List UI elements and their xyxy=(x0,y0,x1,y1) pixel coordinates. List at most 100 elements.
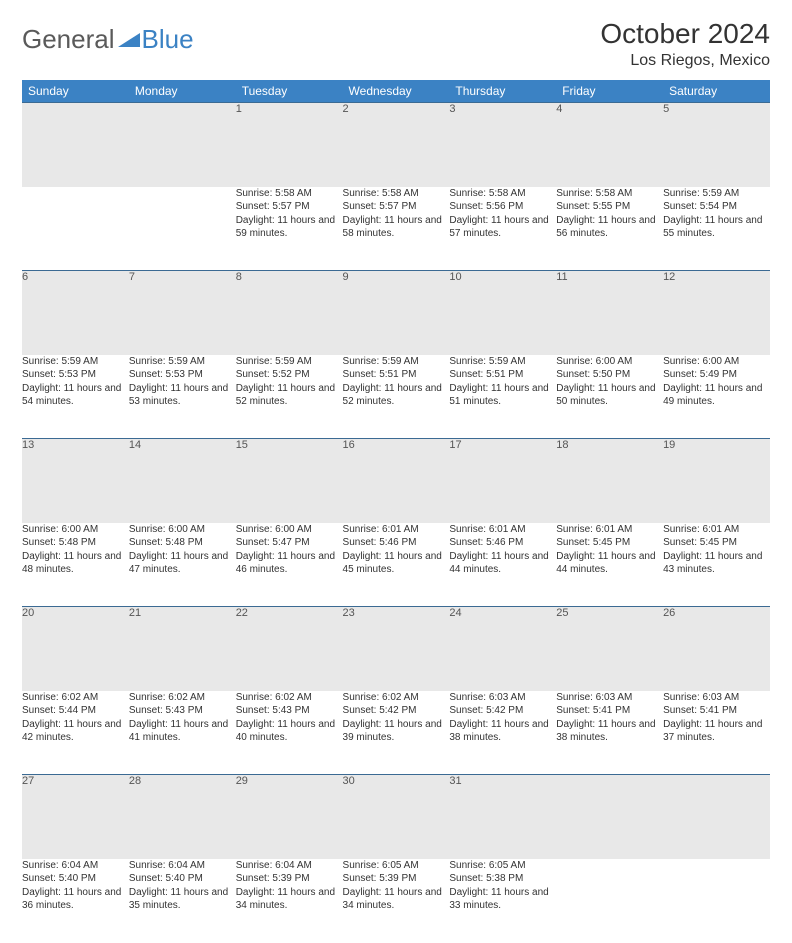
day-number-cell: 26 xyxy=(663,607,770,691)
daylight-line: Daylight: 11 hours and 59 minutes. xyxy=(236,214,343,241)
sunset-line: Sunset: 5:57 PM xyxy=(343,200,450,214)
day-number-cell: 8 xyxy=(236,271,343,355)
sunset-line: Sunset: 5:41 PM xyxy=(663,704,770,718)
logo-text-blue: Blue xyxy=(142,24,194,55)
day-content-cell: Sunrise: 6:02 AMSunset: 5:44 PMDaylight:… xyxy=(22,691,129,775)
sunrise-line: Sunrise: 5:59 AM xyxy=(663,187,770,201)
sunrise-line: Sunrise: 6:00 AM xyxy=(22,523,129,537)
day-content-row: Sunrise: 6:04 AMSunset: 5:40 PMDaylight:… xyxy=(22,859,770,943)
day-content-cell xyxy=(129,187,236,271)
daylight-line: Daylight: 11 hours and 49 minutes. xyxy=(663,382,770,409)
day-number-row: 13141516171819 xyxy=(22,439,770,523)
day-number-cell: 20 xyxy=(22,607,129,691)
sunset-line: Sunset: 5:49 PM xyxy=(663,368,770,382)
sunrise-line: Sunrise: 6:03 AM xyxy=(556,691,663,705)
sunrise-line: Sunrise: 6:01 AM xyxy=(556,523,663,537)
day-number-cell: 9 xyxy=(343,271,450,355)
daylight-line: Daylight: 11 hours and 42 minutes. xyxy=(22,718,129,745)
daylight-line: Daylight: 11 hours and 36 minutes. xyxy=(22,886,129,913)
day-content-cell: Sunrise: 6:02 AMSunset: 5:42 PMDaylight:… xyxy=(343,691,450,775)
sunrise-line: Sunrise: 5:58 AM xyxy=(556,187,663,201)
sunrise-line: Sunrise: 6:05 AM xyxy=(343,859,450,873)
sunset-line: Sunset: 5:53 PM xyxy=(129,368,236,382)
day-number-cell: 7 xyxy=(129,271,236,355)
day-number-cell: 21 xyxy=(129,607,236,691)
day-content-cell: Sunrise: 6:02 AMSunset: 5:43 PMDaylight:… xyxy=(236,691,343,775)
daylight-line: Daylight: 11 hours and 37 minutes. xyxy=(663,718,770,745)
daylight-line: Daylight: 11 hours and 52 minutes. xyxy=(343,382,450,409)
sunset-line: Sunset: 5:46 PM xyxy=(343,536,450,550)
sunset-line: Sunset: 5:45 PM xyxy=(556,536,663,550)
sunset-line: Sunset: 5:45 PM xyxy=(663,536,770,550)
day-number-cell: 19 xyxy=(663,439,770,523)
sunset-line: Sunset: 5:42 PM xyxy=(343,704,450,718)
day-number-cell: 1 xyxy=(236,103,343,187)
sunset-line: Sunset: 5:51 PM xyxy=(343,368,450,382)
sunrise-line: Sunrise: 6:05 AM xyxy=(449,859,556,873)
sunset-line: Sunset: 5:41 PM xyxy=(556,704,663,718)
sunrise-line: Sunrise: 6:02 AM xyxy=(236,691,343,705)
day-number-cell: 14 xyxy=(129,439,236,523)
day-content-cell: Sunrise: 5:59 AMSunset: 5:51 PMDaylight:… xyxy=(449,355,556,439)
day-content-row: Sunrise: 5:58 AMSunset: 5:57 PMDaylight:… xyxy=(22,187,770,271)
logo-text-general: General xyxy=(22,24,115,55)
daylight-line: Daylight: 11 hours and 40 minutes. xyxy=(236,718,343,745)
sunrise-line: Sunrise: 6:04 AM xyxy=(22,859,129,873)
day-content-cell: Sunrise: 5:59 AMSunset: 5:51 PMDaylight:… xyxy=(343,355,450,439)
weekday-header: Friday xyxy=(556,80,663,103)
day-number-cell: 22 xyxy=(236,607,343,691)
daylight-line: Daylight: 11 hours and 41 minutes. xyxy=(129,718,236,745)
day-content-cell: Sunrise: 5:58 AMSunset: 5:57 PMDaylight:… xyxy=(343,187,450,271)
sunrise-line: Sunrise: 6:00 AM xyxy=(556,355,663,369)
sunrise-line: Sunrise: 5:59 AM xyxy=(236,355,343,369)
day-content-cell: Sunrise: 6:01 AMSunset: 5:45 PMDaylight:… xyxy=(663,523,770,607)
sunset-line: Sunset: 5:50 PM xyxy=(556,368,663,382)
sunset-line: Sunset: 5:56 PM xyxy=(449,200,556,214)
sunset-line: Sunset: 5:39 PM xyxy=(343,872,450,886)
day-content-cell: Sunrise: 6:01 AMSunset: 5:46 PMDaylight:… xyxy=(449,523,556,607)
sunset-line: Sunset: 5:43 PM xyxy=(129,704,236,718)
day-number-cell: 18 xyxy=(556,439,663,523)
weekday-header: Saturday xyxy=(663,80,770,103)
weekday-header: Sunday xyxy=(22,80,129,103)
sunset-line: Sunset: 5:48 PM xyxy=(129,536,236,550)
day-number-cell: 5 xyxy=(663,103,770,187)
day-number-cell xyxy=(556,775,663,859)
sunrise-line: Sunrise: 6:01 AM xyxy=(449,523,556,537)
day-number-row: 12345 xyxy=(22,103,770,187)
day-number-cell: 16 xyxy=(343,439,450,523)
daylight-line: Daylight: 11 hours and 50 minutes. xyxy=(556,382,663,409)
day-number-cell: 24 xyxy=(449,607,556,691)
weekday-header: Wednesday xyxy=(343,80,450,103)
day-content-cell xyxy=(556,859,663,943)
sunset-line: Sunset: 5:53 PM xyxy=(22,368,129,382)
day-number-cell: 10 xyxy=(449,271,556,355)
day-content-cell: Sunrise: 5:58 AMSunset: 5:55 PMDaylight:… xyxy=(556,187,663,271)
daylight-line: Daylight: 11 hours and 38 minutes. xyxy=(556,718,663,745)
day-number-cell xyxy=(663,775,770,859)
sunset-line: Sunset: 5:39 PM xyxy=(236,872,343,886)
day-content-cell xyxy=(663,859,770,943)
header: General Blue October 2024 Los Riegos, Me… xyxy=(22,18,770,70)
day-number-cell: 3 xyxy=(449,103,556,187)
sunrise-line: Sunrise: 6:00 AM xyxy=(663,355,770,369)
day-content-cell: Sunrise: 6:00 AMSunset: 5:48 PMDaylight:… xyxy=(129,523,236,607)
daylight-line: Daylight: 11 hours and 56 minutes. xyxy=(556,214,663,241)
day-number-cell: 29 xyxy=(236,775,343,859)
daylight-line: Daylight: 11 hours and 53 minutes. xyxy=(129,382,236,409)
daylight-line: Daylight: 11 hours and 55 minutes. xyxy=(663,214,770,241)
day-content-cell: Sunrise: 6:03 AMSunset: 5:41 PMDaylight:… xyxy=(663,691,770,775)
sunrise-line: Sunrise: 6:04 AM xyxy=(236,859,343,873)
daylight-line: Daylight: 11 hours and 51 minutes. xyxy=(449,382,556,409)
sunrise-line: Sunrise: 5:59 AM xyxy=(449,355,556,369)
logo-triangle-icon xyxy=(118,31,140,49)
daylight-line: Daylight: 11 hours and 43 minutes. xyxy=(663,550,770,577)
day-content-cell: Sunrise: 6:04 AMSunset: 5:40 PMDaylight:… xyxy=(22,859,129,943)
day-content-cell: Sunrise: 6:01 AMSunset: 5:45 PMDaylight:… xyxy=(556,523,663,607)
month-title: October 2024 xyxy=(600,18,770,50)
day-content-cell: Sunrise: 6:05 AMSunset: 5:38 PMDaylight:… xyxy=(449,859,556,943)
logo: General Blue xyxy=(22,24,194,55)
weekday-header: Tuesday xyxy=(236,80,343,103)
day-content-cell: Sunrise: 5:59 AMSunset: 5:53 PMDaylight:… xyxy=(129,355,236,439)
sunset-line: Sunset: 5:54 PM xyxy=(663,200,770,214)
